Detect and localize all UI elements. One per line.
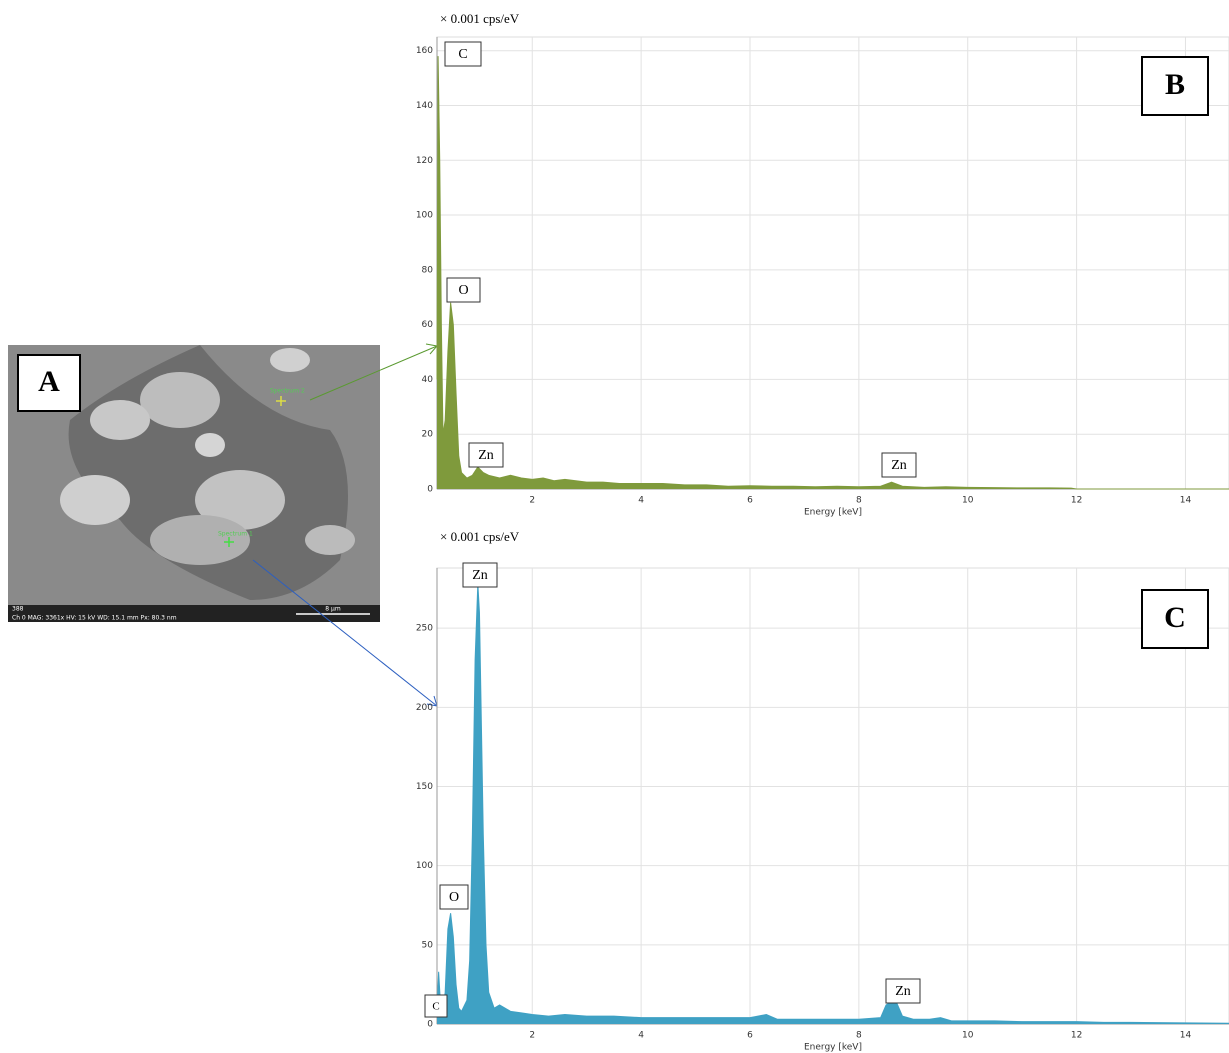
x-tick-label: 4 (638, 496, 644, 506)
x-tick-label: 2 (529, 496, 535, 506)
y-tick-label: 150 (416, 782, 433, 792)
y-tick-label: 140 (416, 101, 433, 111)
sem-particle (195, 470, 285, 530)
annotation-box (881, 452, 917, 478)
x-tick-label: 14 (1180, 1031, 1192, 1041)
arrow (309, 345, 438, 401)
x-tick-label: 6 (747, 1031, 753, 1041)
y-tick-label: 0 (427, 485, 433, 495)
y-tick-label: 100 (416, 861, 433, 871)
annotation-box (885, 978, 921, 1004)
annotation: Zn (478, 448, 494, 463)
y-tick-label: 200 (416, 703, 433, 713)
sem-particle (195, 433, 225, 457)
sem-particle (150, 515, 250, 565)
sem-info-bar (8, 605, 380, 622)
annotation-box (446, 277, 481, 303)
x-axis-label: Energy [keV] (804, 1043, 862, 1053)
x-tick-label: 6 (747, 496, 753, 506)
frame-number: 388 (12, 606, 24, 613)
annotation-box (439, 884, 469, 910)
x-tick-label: 8 (856, 496, 862, 506)
y-tick-label: 100 (416, 211, 433, 221)
annotation: C (458, 47, 467, 62)
y-tick-label: 250 (416, 624, 433, 634)
annotation-box (424, 994, 448, 1018)
x-tick-label: 10 (962, 496, 974, 506)
sem-image: 388 Ch 0 MAG: 3361x HV: 15 kV WD: 15.1 m… (8, 345, 380, 622)
annotation: Zn (891, 458, 907, 473)
x-axis-label: Energy [keV] (804, 508, 862, 518)
x-tick-label: 2 (529, 1031, 535, 1041)
panel-label: A (38, 365, 60, 398)
y-tick-label: 20 (422, 430, 434, 440)
plot-area (436, 36, 1229, 490)
x-tick-label: 8 (856, 1031, 862, 1041)
annotation: Zn (472, 568, 488, 583)
panel-box (17, 354, 81, 412)
annotation: O (449, 890, 459, 905)
spectrum-marker (224, 537, 234, 547)
y-tick-label: 0 (427, 1020, 433, 1030)
x-tick-label: 4 (638, 1031, 644, 1041)
spectrum-label: Spectrum 2 (270, 388, 305, 395)
panel-box (1141, 56, 1209, 116)
spectrum-label: Spectrum 1 (218, 531, 253, 538)
panel-label: B (1165, 68, 1185, 101)
scale-label: 8 µm (325, 606, 341, 613)
y-tick-label: 50 (422, 940, 434, 950)
y-tick-label: 60 (422, 320, 434, 330)
y-unit-label: × 0.001 cps/eV (440, 529, 520, 544)
x-tick-label: 12 (1071, 1031, 1082, 1041)
annotation-box (462, 562, 498, 588)
spectrum-line (436, 56, 1229, 490)
panel-box (1141, 589, 1209, 649)
sem-particle (60, 475, 130, 525)
y-tick-label: 80 (422, 265, 434, 275)
sem-info: Ch 0 MAG: 3361x HV: 15 kV WD: 15.1 mm Px… (12, 615, 177, 622)
y-unit-label: × 0.001 cps/eV (440, 11, 520, 26)
spectrum-marker (276, 396, 286, 406)
plot-area (436, 567, 1229, 1025)
annotation-box (444, 41, 482, 67)
annotation: C (432, 1001, 439, 1013)
arrow (252, 559, 438, 707)
sem-particle (270, 348, 310, 372)
y-tick-label: 120 (416, 156, 433, 166)
annotation-box (468, 442, 504, 468)
sem-particle (90, 400, 150, 440)
annotation: O (458, 283, 468, 298)
sem-particle (140, 372, 220, 428)
y-tick-label: 160 (416, 46, 433, 56)
y-tick-label: 40 (422, 375, 434, 385)
annotation: Zn (895, 984, 911, 999)
x-tick-label: 12 (1071, 496, 1082, 506)
x-tick-label: 10 (962, 1031, 974, 1041)
arrow-head (425, 343, 438, 355)
sem-particle (305, 525, 355, 555)
spectrum-line (436, 583, 1229, 1024)
panel-label: C (1164, 601, 1186, 634)
x-tick-label: 14 (1180, 496, 1192, 506)
